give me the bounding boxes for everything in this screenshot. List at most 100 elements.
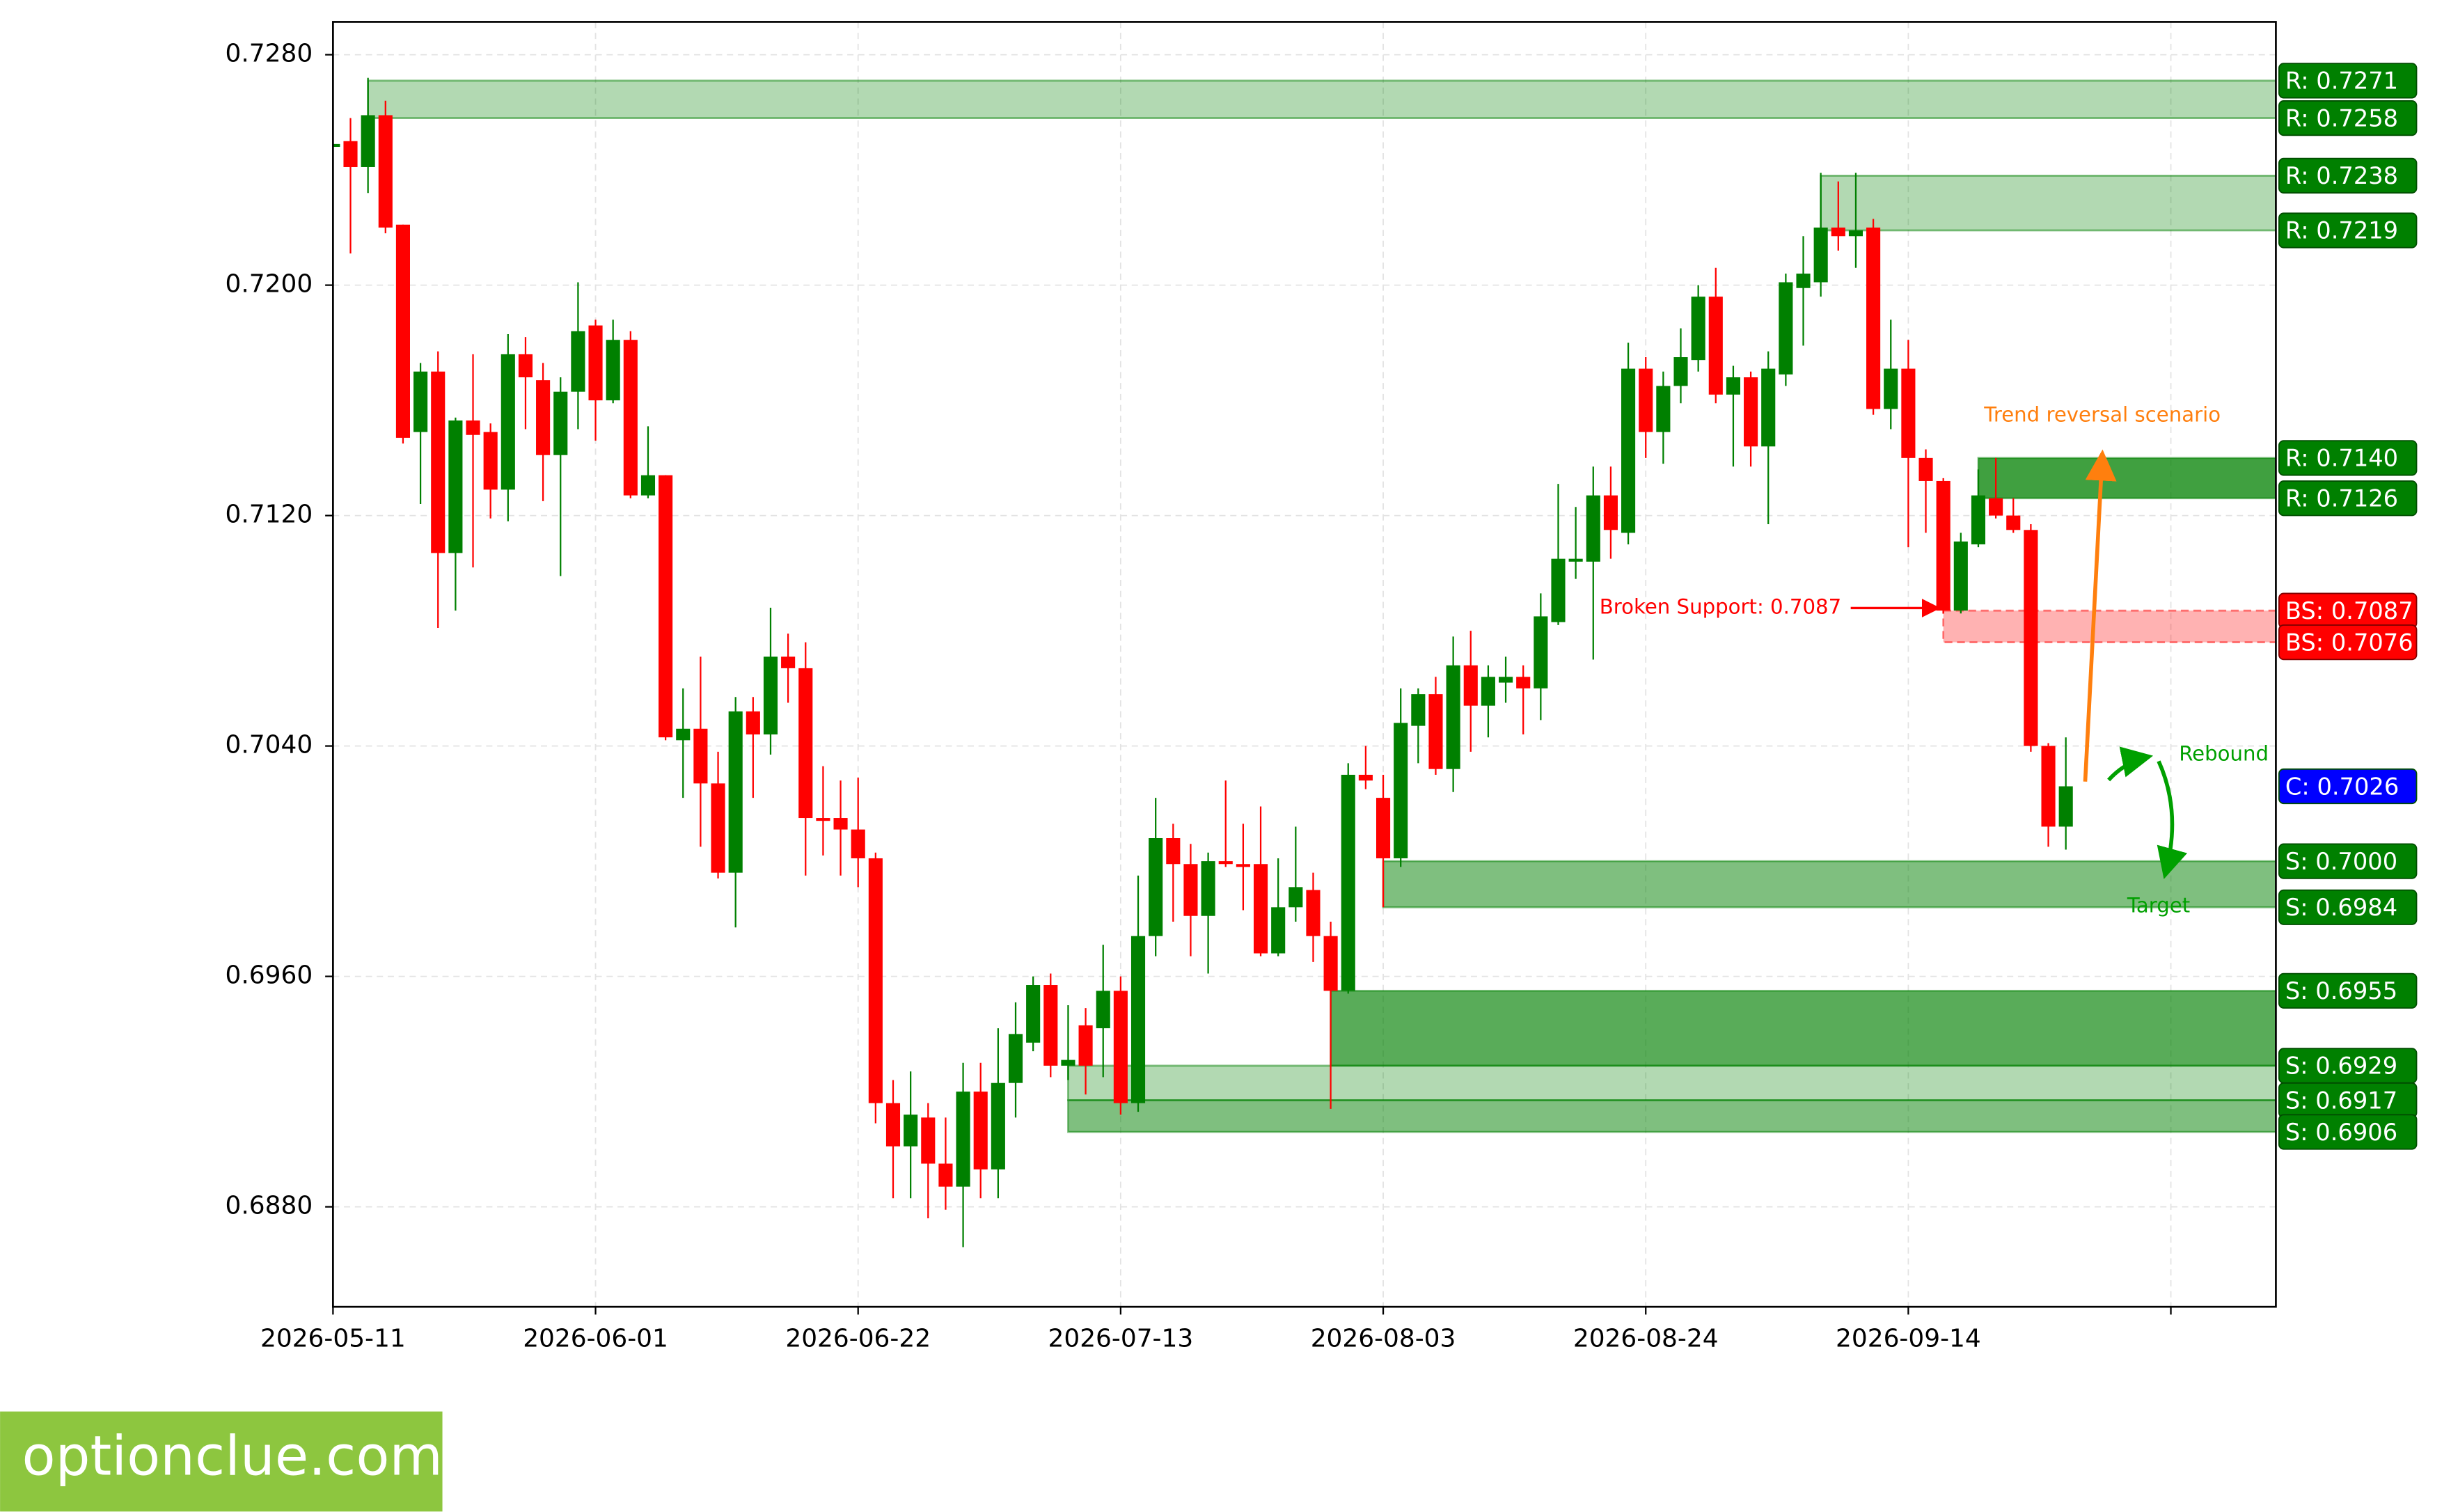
level-label: S: 0.6955 — [2285, 977, 2397, 1005]
zone — [1330, 989, 2276, 1067]
candle-body — [395, 224, 410, 438]
y-tick-label: 0.7280 — [226, 40, 313, 68]
candle-body — [885, 1103, 901, 1147]
candle-body — [956, 1092, 970, 1187]
candle-body — [973, 1092, 988, 1170]
candle-body — [1113, 991, 1128, 1103]
candle-body — [1656, 386, 1671, 432]
level-label: BS: 0.7087 — [2285, 597, 2413, 624]
level-label-box — [2278, 843, 2418, 879]
zone — [1942, 609, 2276, 644]
target-arrow — [2157, 760, 2188, 879]
zone — [1067, 1064, 2276, 1101]
level-label-box — [2278, 480, 2418, 517]
level-label-box — [2278, 157, 2418, 194]
candle-body — [1218, 861, 1233, 865]
candle-body — [1499, 677, 1513, 683]
level-label-box — [2278, 1114, 2418, 1150]
annotations: Broken Support: 0.7087 — [1600, 594, 1941, 618]
candle-body — [588, 325, 603, 401]
candle-body — [868, 858, 883, 1103]
candle-body — [1008, 1034, 1023, 1083]
candle-body — [1253, 864, 1268, 954]
level-label: S: 0.7000 — [2285, 848, 2397, 875]
trend-reversal-arrow — [2083, 449, 2117, 782]
candle-body — [1481, 677, 1495, 706]
candle-body — [1446, 665, 1460, 769]
candle-body — [851, 829, 865, 858]
candle-body — [938, 1163, 953, 1187]
zone — [1977, 457, 2276, 500]
y-tick-label: 0.6960 — [226, 961, 313, 990]
candle-body — [606, 340, 620, 401]
candle-body — [904, 1115, 918, 1147]
candle-body — [536, 380, 551, 455]
candle-body — [1061, 1060, 1075, 1066]
candle-body — [1761, 368, 1776, 447]
level-label: C: 0.7026 — [2285, 773, 2399, 800]
candle-body — [518, 354, 533, 378]
candle-body — [798, 668, 813, 819]
candle-body — [623, 340, 638, 496]
candle-body — [1744, 377, 1758, 447]
candle-body — [1866, 227, 1881, 409]
broken-support-text: Broken Support: 0.7087 — [1600, 594, 1841, 618]
candle-body — [1043, 985, 1058, 1066]
zone — [367, 79, 2276, 119]
candle-body — [711, 783, 725, 873]
level-label: R: 0.7219 — [2285, 217, 2398, 244]
candle-body — [1726, 377, 1740, 395]
plot-frame — [332, 21, 2277, 1308]
candle-body — [2006, 515, 2021, 530]
candle-body — [1149, 838, 1163, 936]
y-tick-label: 0.7040 — [226, 731, 313, 759]
level-label-box — [2278, 212, 2418, 249]
candle-body — [343, 141, 358, 167]
candle-body — [1901, 368, 1916, 458]
candle-body — [1831, 227, 1845, 237]
candle-body — [378, 115, 393, 228]
candle-body — [571, 331, 585, 392]
candle-body — [1551, 558, 1566, 622]
target-text: Target — [2127, 893, 2190, 917]
level-label: R: 0.7258 — [2285, 104, 2398, 132]
candle-body — [1989, 498, 2003, 516]
candle-body — [1848, 230, 1863, 237]
x-tick-label: 2026-06-01 — [523, 1324, 668, 1353]
watermark: optionclue.com — [22, 1424, 443, 1488]
zone — [1067, 1099, 2276, 1133]
candle-body — [1394, 723, 1408, 858]
x-tick-label: 2026-07-13 — [1048, 1324, 1194, 1353]
candle-body — [1708, 297, 1723, 395]
candle-body — [1078, 1025, 1093, 1066]
y-tick-label: 0.7200 — [226, 270, 313, 299]
zone — [1382, 860, 2276, 908]
candle-body — [1341, 774, 1355, 991]
x-tick-label: 2026-08-03 — [1311, 1324, 1456, 1353]
candle-body — [1534, 616, 1548, 688]
level-label-box — [2278, 624, 2418, 661]
x-tick-label: 2026-08-24 — [1573, 1324, 1719, 1353]
zone — [1820, 175, 2276, 232]
trend-reversal-text: Trend reversal scenario — [1983, 402, 2221, 426]
candle-body — [728, 711, 743, 873]
candle-body — [2041, 746, 2056, 827]
candle-body — [431, 371, 446, 553]
level-label-box — [2278, 63, 2418, 99]
candle-body — [483, 432, 498, 490]
zones — [367, 79, 2276, 1133]
level-label-box — [2278, 1048, 2418, 1084]
candle-body — [640, 475, 656, 496]
candle-body — [413, 371, 428, 432]
candle-body — [1971, 495, 1986, 544]
candle-body — [1201, 861, 1215, 916]
candle-body — [1568, 558, 1583, 562]
candle-body — [1953, 541, 1968, 611]
candle-body — [501, 354, 515, 490]
candles — [333, 77, 2073, 1247]
candle-body — [1639, 368, 1653, 432]
candle-body — [1411, 694, 1426, 726]
x-tick-label: 2026-06-22 — [785, 1324, 931, 1353]
